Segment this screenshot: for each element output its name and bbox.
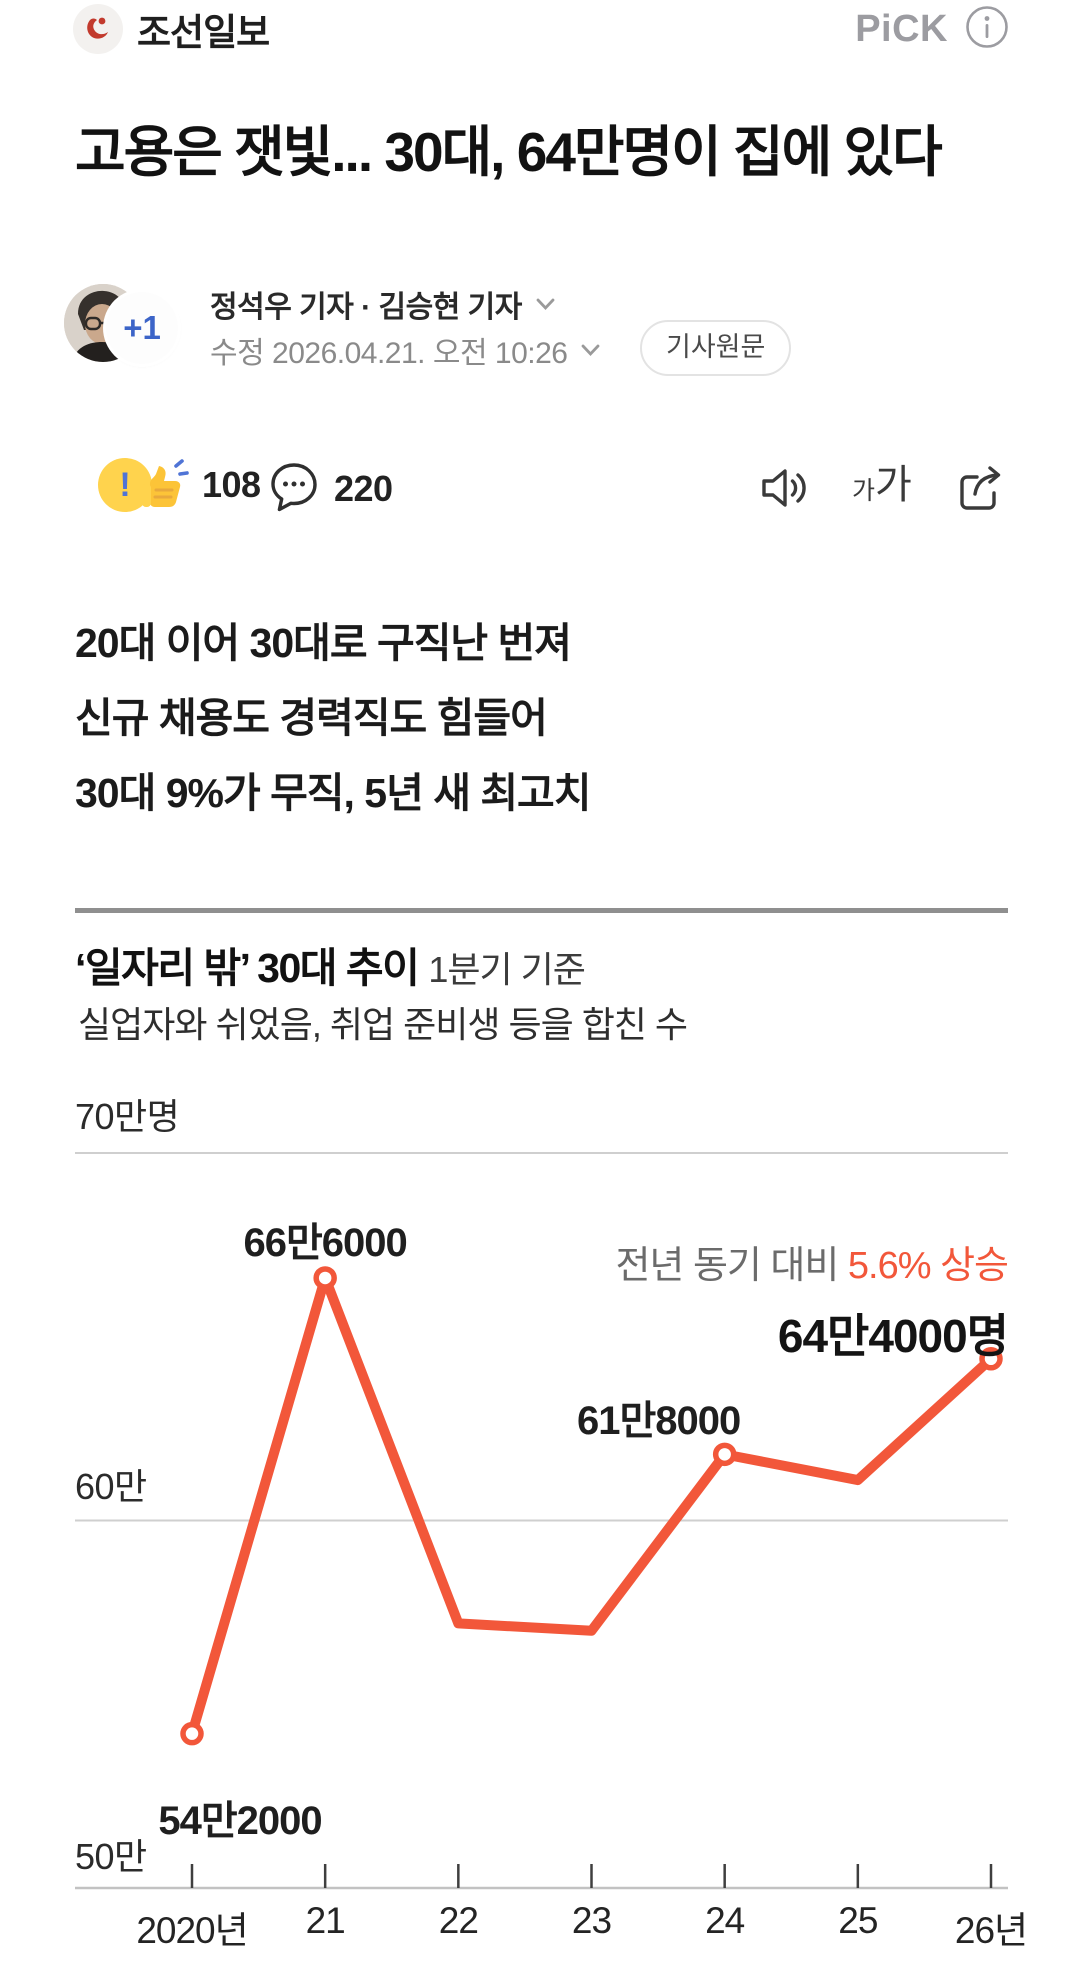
chart-marker [979,1347,1003,1371]
chart-subtitle: 실업자와 쉬었음, 취업 준비생 등을 합친 수 [78,1004,688,1045]
y-axis-label-50: 50만 [75,1836,147,1877]
annotation-highlight: 5.6% 상승 [847,1245,1009,1287]
x-axis-label: 21 [305,1900,346,1941]
x-axis-label: 23 [571,1900,612,1941]
modified-date: 수정 2026.04.21. 오전 10:26 [210,337,568,370]
y-axis-label-70: 70만명 [75,1096,180,1137]
share-button[interactable] [952,460,1008,521]
info-circle-icon[interactable] [964,4,1010,55]
speech-bubble-icon [266,458,322,519]
publisher-name: 조선일보 [137,12,270,53]
chart-top-rule [75,908,1008,913]
chart-annotation: 전년 동기 대비 5.6% 상승 [615,1245,1009,1287]
trend-chart: ‘일자리 밖’ 30대 추이 1분기 기준 실업자와 쉬었음, 취업 준비생 등을… [0,880,1080,1968]
x-axis-label: 25 [838,1900,878,1941]
publisher-link[interactable]: 조선일보 [73,2,270,56]
chart-marker [712,1442,737,1467]
article-subheads: 20대 이어 30대로 구직난 번져 신규 채용도 경력직도 힘들어 30대 9… [75,606,1005,831]
pick-label: PiCK [855,8,948,50]
comments-button[interactable]: 220 [266,458,393,519]
author-block: +1 정석우 기자 · 김승현 기자 수정 2026.04.21. 오전 10:… [0,280,1080,380]
y-axis-label-60: 60만 [75,1466,147,1507]
article-title: 고용은 잿빛... 30대, 64만명이 집에 있다 [75,120,943,183]
subhead-line: 신규 채용도 경력직도 힘들어 [75,695,548,741]
chart-title: ‘일자리 밖’ 30대 추이 [75,945,420,991]
thumbs-up-emoji-icon [136,458,190,512]
x-axis-label: 24 [705,1900,745,1941]
share-icon [960,466,1001,510]
point-value-label: 54만2000 [158,1798,322,1843]
speaker-icon [762,469,806,507]
x-axis-label: 26년 [954,1910,1028,1951]
x-axis-label: 22 [438,1900,479,1941]
chart-latest-value: 64만4000명 [777,1310,1009,1362]
point-value-label: 61만8000 [577,1399,741,1444]
chart-marker [180,1721,204,1746]
chevron-down-icon [582,344,600,357]
trend-line-chart-svg [75,1152,1008,1890]
subhead-line: 20대 이어 30대로 구직난 번져 [75,620,572,666]
point-value-label: 66만6000 [243,1220,408,1265]
tts-speaker-button[interactable] [756,460,812,521]
chart-marker [313,1266,337,1290]
subhead-line: 30대 9%가 무직, 5년 새 최고치 [75,770,592,816]
reactions-button[interactable]: ! 108 [98,458,261,512]
x-axis-label: 2020년 [136,1910,248,1951]
reaction-count: 108 [202,464,261,505]
more-authors-badge[interactable]: +1 [106,292,178,364]
press-header: 조선일보 PiCK [0,0,1080,70]
author-names-toggle[interactable]: 정석우 기자 · 김승현 기자 [210,282,560,326]
comment-count: 220 [334,467,393,509]
date-toggle[interactable]: 수정 2026.04.21. 오전 10:26 [210,328,605,372]
chevron-down-icon [536,298,555,311]
author-names: 정석우 기자 · 김승현 기자 [210,291,522,324]
engagement-bar: ! 108 220 [0,456,1080,520]
chosun-ilbo-logo-icon [73,4,123,54]
original-article-button[interactable]: 기사원문 [640,320,792,376]
chart-title-suffix: 1분기 기준 [428,949,586,990]
